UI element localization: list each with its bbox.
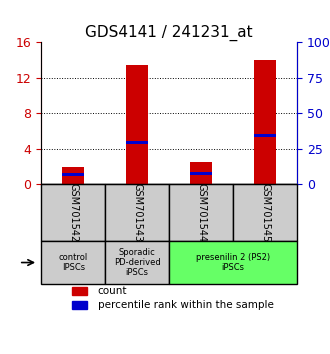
Bar	[126, 141, 148, 144]
FancyBboxPatch shape	[233, 184, 297, 241]
FancyBboxPatch shape	[41, 184, 105, 241]
Bar	[254, 60, 276, 184]
Bar	[254, 134, 276, 137]
Bar	[72, 287, 87, 295]
Bar	[62, 167, 84, 184]
FancyBboxPatch shape	[169, 184, 233, 241]
Text: presenilin 2 (PS2)
iPSCs: presenilin 2 (PS2) iPSCs	[196, 253, 270, 272]
FancyBboxPatch shape	[105, 184, 169, 241]
Bar	[62, 173, 84, 176]
Text: count: count	[98, 286, 127, 296]
Bar	[126, 65, 148, 184]
Text: GSM701545: GSM701545	[260, 183, 270, 242]
Text: percentile rank within the sample: percentile rank within the sample	[98, 300, 273, 310]
Bar	[72, 301, 87, 309]
Text: GSM701543: GSM701543	[132, 183, 142, 242]
Text: GSM701542: GSM701542	[68, 183, 78, 242]
Title: GDS4141 / 241231_at: GDS4141 / 241231_at	[85, 25, 253, 41]
Text: Sporadic
PD-derived
iPSCs: Sporadic PD-derived iPSCs	[114, 248, 160, 278]
Bar	[190, 162, 212, 184]
FancyBboxPatch shape	[169, 241, 297, 284]
Bar	[190, 172, 212, 175]
Text: control
IPSCs: control IPSCs	[59, 253, 88, 272]
FancyBboxPatch shape	[105, 241, 169, 284]
FancyBboxPatch shape	[41, 241, 105, 284]
Text: GSM701544: GSM701544	[196, 183, 206, 242]
